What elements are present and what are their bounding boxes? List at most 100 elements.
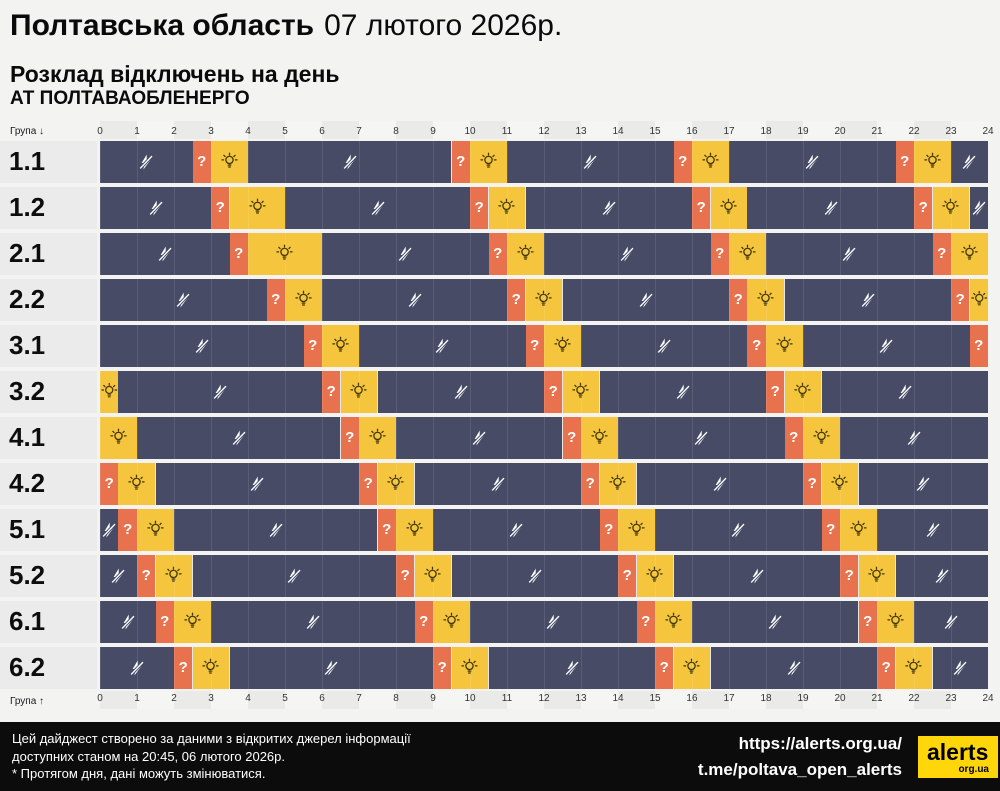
segment-on xyxy=(951,232,988,275)
segment-off xyxy=(803,324,970,367)
question-mark-icon: ? xyxy=(622,567,632,585)
hours-axis-top: Група ↓ 0 1 2 3 4 5 6 7 8 9 10 11 12 13 14 15 16 17 18 19 20… xyxy=(0,120,994,139)
question-mark-icon: ? xyxy=(197,153,207,171)
crossed-lightning-icon xyxy=(102,522,117,538)
crossed-lightning-icon xyxy=(768,614,783,630)
group-row: 5.2???? xyxy=(0,554,988,597)
question-mark-icon: ? xyxy=(511,291,521,309)
segment-on xyxy=(525,278,563,321)
light-bulb-icon xyxy=(683,658,701,674)
crossed-lightning-icon xyxy=(906,430,922,446)
segment-off xyxy=(525,186,692,229)
segment-off xyxy=(100,600,156,643)
group-row: 4.2???? xyxy=(0,462,988,505)
alerts-logo-text: alerts xyxy=(927,738,989,765)
crossed-lightning-icon xyxy=(287,568,302,584)
segment-on xyxy=(118,462,156,505)
crossed-lightning-icon xyxy=(638,292,653,308)
segment-on xyxy=(414,554,452,597)
segment-maybe: ? xyxy=(359,462,378,505)
segment-on xyxy=(877,600,914,643)
crossed-lightning-icon xyxy=(971,200,986,216)
light-bulb-icon xyxy=(110,428,127,444)
light-bulb-icon xyxy=(554,336,571,352)
crossed-lightning-icon xyxy=(148,200,163,216)
light-bulb-icon xyxy=(646,566,664,582)
segment-maybe: ? xyxy=(655,646,674,689)
question-mark-icon: ? xyxy=(770,383,780,401)
segment-on xyxy=(710,186,748,229)
schedule-track: ???? xyxy=(100,278,988,321)
light-bulb-icon xyxy=(757,290,775,306)
segment-maybe: ? xyxy=(914,186,933,229)
segment-on xyxy=(673,646,711,689)
light-bulb-icon xyxy=(443,612,460,628)
telegram-channel-link[interactable]: t.me/poltava_open_alerts xyxy=(697,759,902,779)
hour-label: 4 xyxy=(245,125,251,137)
hour-label: 6 xyxy=(319,125,325,137)
segment-maybe: ? xyxy=(895,140,914,183)
hour-label: 14 xyxy=(612,125,624,137)
alerts-site-link[interactable]: https://alerts.org.ua/ xyxy=(738,734,902,753)
segment-maybe: ? xyxy=(525,324,544,367)
segment-off xyxy=(100,324,304,367)
light-bulb-icon xyxy=(128,474,146,490)
question-mark-icon: ? xyxy=(141,567,151,585)
schedule-track: ???? xyxy=(100,508,988,551)
group-label: 6.2 xyxy=(0,646,97,689)
light-bulb-icon xyxy=(905,658,923,674)
group-axis-label-top: Група ↓ xyxy=(10,125,45,137)
group-row: 6.1???? xyxy=(0,600,988,643)
question-mark-icon: ? xyxy=(178,659,188,677)
crossed-lightning-icon xyxy=(712,476,727,492)
hour-label: 0 xyxy=(97,125,103,137)
question-mark-icon: ? xyxy=(863,613,873,631)
segment-off xyxy=(636,462,803,505)
light-bulb-icon xyxy=(387,474,405,490)
light-bulb-icon xyxy=(868,566,886,582)
light-bulb-icon xyxy=(498,198,516,214)
segment-maybe: ? xyxy=(470,186,489,229)
segment-on xyxy=(451,646,489,689)
group-label: 5.1 xyxy=(0,508,97,551)
hour-label: 22 xyxy=(908,692,920,704)
group-row: 1.1???? xyxy=(0,140,988,183)
crossed-lightning-icon xyxy=(925,522,940,538)
schedule-track: ???? xyxy=(100,140,988,183)
segment-maybe: ? xyxy=(951,278,970,321)
segment-on xyxy=(340,370,378,413)
segment-on xyxy=(729,232,766,275)
segment-on xyxy=(136,508,174,551)
schedule-track: ???? xyxy=(100,462,988,505)
segment-off xyxy=(655,508,822,551)
light-bulb-icon xyxy=(961,244,978,260)
light-bulb-icon xyxy=(202,658,220,674)
segment-off xyxy=(562,278,729,321)
segment-on xyxy=(691,140,729,183)
light-bulb-icon xyxy=(147,520,164,536)
crossed-lightning-icon xyxy=(564,660,579,676)
segment-off xyxy=(840,416,988,459)
group-axis-label-bottom: Група ↑ xyxy=(10,695,45,707)
segment-off xyxy=(100,508,119,551)
segment-off xyxy=(211,600,415,643)
segment-on xyxy=(192,646,230,689)
segment-maybe: ? xyxy=(766,370,785,413)
segment-on xyxy=(100,416,137,459)
segment-maybe: ? xyxy=(173,646,193,689)
page-footer: Цей дайджест створено за даними з відкри… xyxy=(0,722,1000,791)
question-mark-icon: ? xyxy=(382,521,392,539)
question-mark-icon: ? xyxy=(659,659,669,677)
crossed-lightning-icon xyxy=(620,246,635,262)
group-label: 3.1 xyxy=(0,324,97,367)
segment-off xyxy=(914,600,988,643)
segment-off xyxy=(118,370,322,413)
hour-label: 10 xyxy=(464,125,476,137)
hour-label: 24 xyxy=(982,125,994,137)
light-bulb-icon xyxy=(165,566,183,582)
schedule-date: 07 лютого 2026р. xyxy=(324,9,563,42)
segment-maybe: ? xyxy=(303,324,322,367)
crossed-lightning-icon xyxy=(435,338,450,354)
segment-maybe: ? xyxy=(784,416,803,459)
segment-off xyxy=(247,140,452,183)
